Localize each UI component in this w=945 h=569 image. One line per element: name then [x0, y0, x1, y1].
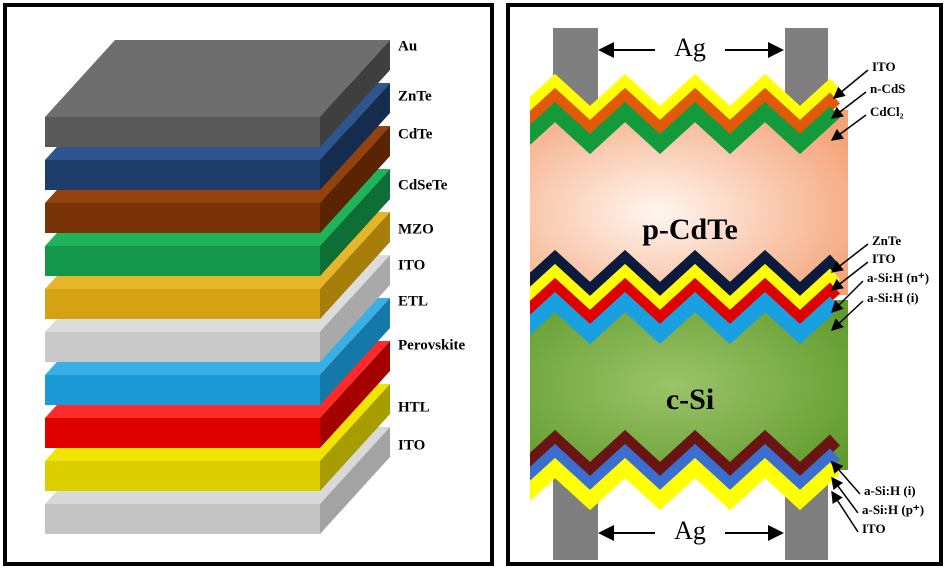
- region-label: c-Si: [666, 383, 714, 416]
- callout-arrow: [831, 476, 859, 514]
- electrode-label: Ag: [674, 33, 706, 62]
- zigzag-layer: [530, 101, 841, 155]
- zigzag-layer: [530, 277, 841, 331]
- slab-front: [45, 418, 320, 448]
- slab-side: [320, 298, 390, 405]
- slab-side: [320, 212, 390, 319]
- slab-front: [45, 461, 320, 491]
- layer-label: HTL: [398, 399, 430, 415]
- zigzag-layer: [530, 291, 841, 345]
- slab-side: [320, 169, 390, 276]
- layer-label: ITO: [872, 251, 896, 266]
- layer-label: ZnTe: [872, 233, 901, 248]
- layer-label: ITO: [398, 437, 425, 453]
- zigzag-layer: [530, 457, 841, 511]
- zigzag-layer: [530, 249, 841, 303]
- zigzag-layer: [530, 73, 841, 127]
- layer-label: Perovskite: [398, 337, 466, 353]
- slab-front: [45, 289, 320, 319]
- layer-label: a-Si:H (n⁺): [867, 270, 929, 285]
- left-panel: [3, 3, 494, 566]
- layer-label: a-Si:H (i): [867, 290, 919, 305]
- layer-label: a-Si:H (p⁺): [862, 502, 924, 517]
- callout-arrow: [831, 490, 859, 533]
- electrode-label: Ag: [674, 516, 706, 545]
- slab-front: [45, 504, 320, 534]
- layer-label: ITO: [398, 257, 425, 273]
- layer-label: CdCl₂: [870, 104, 904, 119]
- layer-label: MZO: [398, 221, 434, 237]
- layer-label: CdTe: [398, 126, 433, 142]
- tandem-cell: Ag Ag p-CdTe c-Si ITO n-CdS CdCl₂ ZnTe ITO a-…: [530, 28, 929, 560]
- region-label: p-CdTe: [642, 213, 738, 246]
- layer-label: n-CdS: [870, 81, 905, 96]
- zigzag-layer: [530, 87, 841, 141]
- callout-arrow: [830, 114, 867, 141]
- zigzag-layer: [530, 263, 841, 317]
- layer-label: ITO: [872, 59, 896, 74]
- slab-side: [320, 427, 390, 534]
- zigzag-layer: [530, 429, 841, 483]
- layer-label: a-Si:H (i): [864, 483, 916, 498]
- slab-side: [320, 341, 390, 448]
- callout-arrow: [830, 261, 869, 291]
- layer-label: Au: [398, 38, 417, 54]
- slab-front: [45, 117, 320, 147]
- callout-arrow: [830, 280, 864, 314]
- slab-front: [45, 246, 320, 276]
- callout-arrow: [831, 460, 861, 495]
- right-panel: [506, 3, 943, 566]
- callout-arrow: [832, 69, 869, 99]
- slab-side: [320, 83, 390, 190]
- slab-front: [45, 160, 320, 190]
- slab-side: [320, 126, 390, 233]
- slab-side: [320, 40, 390, 147]
- layer-label: CdSeTe: [398, 177, 448, 193]
- layer-stack: Au ZnTe CdTe CdSeTe MZO ITO ETL Perovskite HTL IT…: [45, 38, 466, 534]
- slab-front: [45, 332, 320, 362]
- slab-top: [45, 40, 390, 117]
- callout-arrow: [830, 91, 867, 119]
- slab-side: [320, 255, 390, 362]
- slab-front: [45, 203, 320, 233]
- layer-label: ETL: [398, 293, 428, 309]
- slab-front: [45, 375, 320, 405]
- layer-label: ZnTe: [398, 88, 432, 104]
- callout-arrow: [830, 300, 864, 332]
- layer-label: ITO: [862, 521, 886, 536]
- zigzag-layer: [530, 443, 841, 497]
- callout-arrow: [830, 243, 869, 273]
- slab-side: [320, 384, 390, 491]
